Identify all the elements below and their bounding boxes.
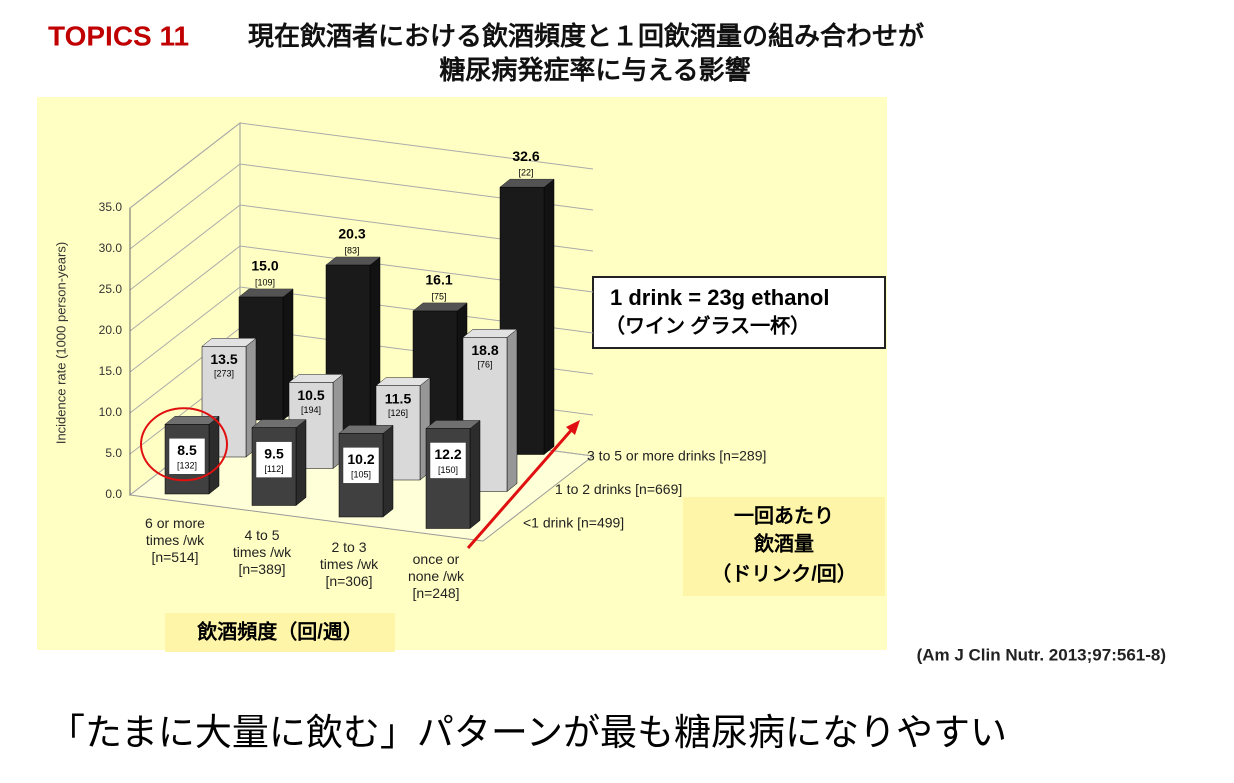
topic-label: TOPICS 11: [48, 20, 189, 51]
value-label: 20.3: [338, 226, 365, 242]
depth-arrow-head: [566, 420, 580, 435]
value-label: 9.5: [264, 445, 284, 461]
depth-axis-title: （ドリンク/回）: [711, 562, 857, 585]
y-tick-label: 0.0: [105, 487, 122, 501]
grid-line: [129, 245, 594, 332]
bar-top-shade: [463, 329, 517, 338]
value-label: 10.5: [297, 387, 324, 403]
bar-top-shade: [413, 302, 467, 311]
bar-top-shade: [426, 420, 480, 429]
conclusion: 「たまに大量に飲む」パターンが最も糖尿病になりやすい: [48, 712, 1007, 753]
count-label: [194]: [301, 405, 321, 415]
y-tick-label: 30.0: [99, 241, 123, 255]
count-label: [132]: [177, 461, 197, 471]
chart-title: 現在飲酒者における飲酒頻度と１回飲酒量の組み合わせが: [248, 21, 924, 51]
note-text: 1 drink = 23g ethanol: [610, 285, 829, 310]
count-label: [109]: [255, 277, 275, 287]
note-text: （ワイン グラス一杯）: [605, 313, 810, 337]
bar-top-shade: [239, 289, 293, 297]
bar-top-shade: [339, 425, 393, 434]
citation: (Am J Clin Nutr. 2013;97:561-8): [917, 645, 1166, 664]
count-label: [105]: [351, 470, 371, 480]
grid-line: [129, 122, 594, 209]
label-box: [168, 438, 206, 475]
depth-arrow: [466, 426, 576, 549]
count-label: [112]: [264, 464, 283, 474]
bar-top-shade: [326, 257, 380, 266]
value-label: 15.0: [251, 258, 278, 274]
grid-line: [129, 163, 594, 250]
chart-title: 糖尿病発症率に与える影響: [439, 55, 750, 85]
y-tick-label: 25.0: [99, 282, 123, 296]
count-label: [76]: [477, 360, 492, 370]
depth-axis-title: 飲酒量: [753, 531, 814, 555]
x-axis-title: 飲酒頻度（回/週）: [196, 619, 363, 643]
depth-axis-box: [683, 497, 885, 596]
y-tick-label: 35.0: [99, 200, 123, 214]
bar-side-shade: [507, 329, 517, 492]
legend-label: 1 to 2 drinks [n=669]: [555, 481, 682, 497]
value-label: 11.5: [385, 390, 412, 406]
bar-side-shade: [296, 419, 306, 506]
grid-line: [129, 204, 594, 291]
bar-top-shade: [376, 377, 430, 386]
label-box: [342, 447, 380, 484]
x-tick-label: once or none /wk [n=248]: [407, 551, 465, 601]
plot: 0.0 5.0 10.0 15.0 20.0 25.0 30.0 35.0 15.0 [109] 2…: [99, 121, 766, 549]
bar-top-shade: [289, 374, 343, 383]
value-label: 18.8: [471, 342, 498, 358]
bar-side-shade: [383, 425, 393, 517]
bar-top-shade: [252, 419, 306, 428]
count-label: [150]: [438, 465, 458, 475]
count-label: [273]: [214, 369, 234, 379]
legend-label: 3 to 5 or more drinks [n=289]: [587, 448, 766, 464]
label-box: [255, 441, 293, 478]
bar-top-shade: [202, 338, 256, 347]
x-axis-box: [165, 613, 395, 652]
y-axis-label: Incidence rate (1000 person-years): [53, 242, 68, 444]
x-tick-label: 2 to 3 times /wk [n=306]: [319, 539, 379, 589]
bar-top-shade: [165, 416, 219, 425]
bar-side-shade: [544, 179, 554, 455]
y-tick-label: 20.0: [99, 323, 123, 337]
bar-top-shade: [500, 179, 554, 188]
count-label: [83]: [344, 245, 359, 255]
y-tick-label: 5.0: [105, 446, 122, 460]
count-label: [126]: [388, 408, 408, 418]
value-label: 16.1: [425, 272, 452, 288]
depth-axis-title: 一回あたり: [734, 504, 834, 527]
bar-side-shade: [209, 416, 219, 494]
x-tick-label: 6 or more times /wk [n=514]: [145, 515, 205, 565]
value-label: 13.5: [210, 351, 237, 367]
x-tick-label: 4 to 5 times /wk [n=389]: [232, 527, 292, 577]
y-tick-label: 15.0: [99, 364, 123, 378]
value-label: 10.2: [347, 451, 374, 467]
bar-side-shade: [470, 420, 480, 529]
label-box: [429, 442, 467, 479]
count-label: [75]: [431, 291, 446, 301]
grid-line: [129, 286, 594, 373]
note-box: [592, 276, 886, 349]
value-label: 32.6: [512, 148, 539, 164]
value-label: 8.5: [177, 442, 197, 458]
y-tick-label: 10.0: [99, 405, 123, 419]
value-label: 12.2: [434, 446, 461, 462]
highlight: [140, 407, 228, 482]
count-label: [22]: [518, 168, 533, 178]
legend-label: <1 drink [n=499]: [523, 515, 624, 531]
